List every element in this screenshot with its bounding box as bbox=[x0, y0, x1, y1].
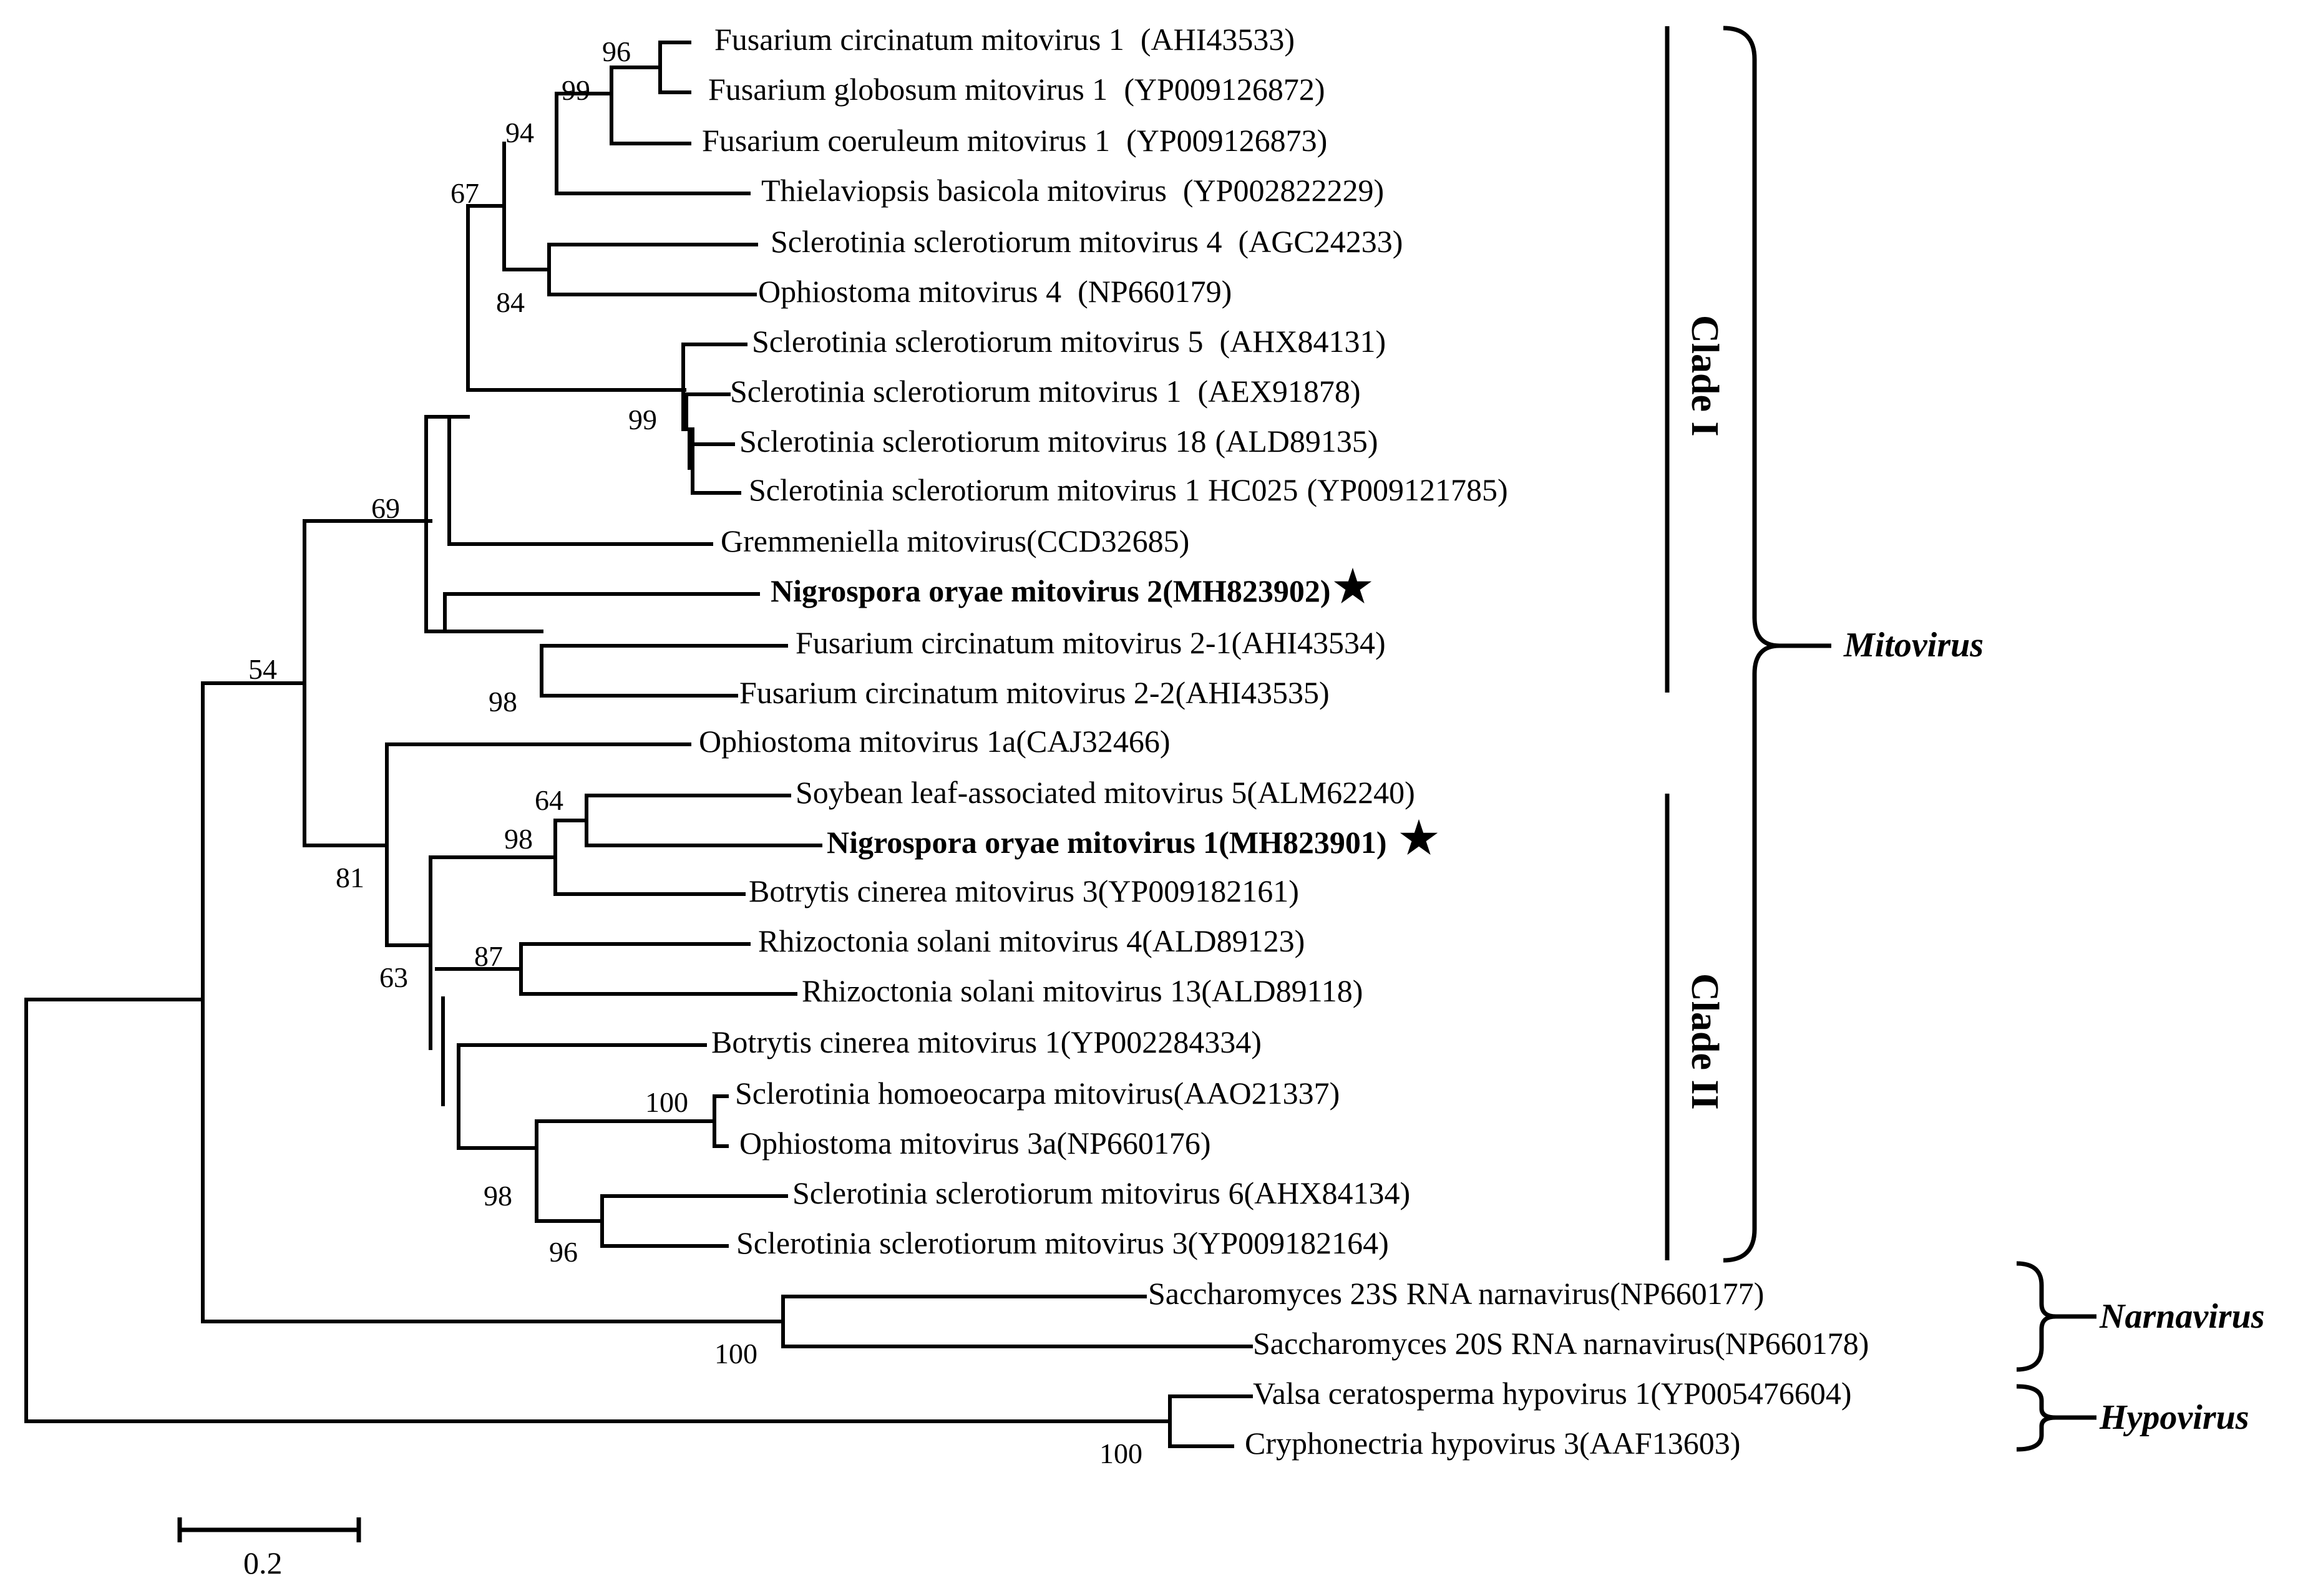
leaf-rsm13: Rhizoctonia solani mitovirus 13(ALD89118… bbox=[802, 973, 1363, 1008]
bootstrap-value: 96 bbox=[602, 36, 631, 67]
leaf-bcm1: Botrytis cinerea mitovirus 1(YP002284334… bbox=[711, 1024, 1262, 1059]
bootstrap-value: 98 bbox=[489, 686, 517, 718]
bootstrap-value: 64 bbox=[535, 784, 563, 816]
leaf-bcm3: Botrytis cinerea mitovirus 3(YP009182161… bbox=[749, 873, 1299, 908]
scale-bar-label: 0.2 bbox=[243, 1545, 283, 1580]
narnavirus-label: Narnavirus bbox=[2099, 1297, 2265, 1336]
bootstrap-value: 84 bbox=[496, 286, 525, 318]
branch-nom2 bbox=[443, 592, 760, 633]
branch-narna bbox=[781, 1295, 1253, 1348]
branch-ssm6-ssm3 bbox=[535, 1119, 788, 1248]
branch-fcm2 bbox=[540, 644, 788, 698]
scale-bar: 0.2 bbox=[177, 1517, 361, 1580]
star-icon: ★ bbox=[1400, 815, 1439, 863]
branch-shm-om3a bbox=[535, 1094, 729, 1148]
branch-ssm18-hc bbox=[683, 427, 741, 495]
bootstrap-value: 94 bbox=[505, 117, 534, 148]
leaf-labels: Fusarium circinatum mitovirus 1 (AHI43533… bbox=[699, 22, 1869, 1461]
branch-ssm5 bbox=[681, 343, 747, 431]
leaf-ssm1hc: Sclerotinia sclerotiorum mitovirus 1 HC0… bbox=[749, 472, 1508, 507]
mitovirus-brace bbox=[1723, 26, 1831, 1263]
leaf-shm: Sclerotinia homoeocarpa mitovirus(AAO213… bbox=[735, 1076, 1340, 1111]
branch-tbm bbox=[555, 92, 751, 195]
branch-rsm bbox=[435, 942, 797, 996]
branch-n69 bbox=[303, 415, 447, 633]
branch-n81 bbox=[303, 519, 389, 847]
leaf-slam5: Soybean leaf-associated mitovirus 5(ALM6… bbox=[796, 775, 1415, 810]
leaf-vch1: Valsa ceratosperma hypovirus 1(YP0054766… bbox=[1253, 1376, 1852, 1411]
bootstrap-value: 98 bbox=[484, 1180, 512, 1212]
leaf-s23s: Saccharomyces 23S RNA narnavirus(NP66017… bbox=[1148, 1276, 1764, 1311]
branch-n54 bbox=[201, 681, 785, 1323]
leaf-ssm4: Sclerotinia sclerotiorum mitovirus 4 (AGC… bbox=[771, 224, 1403, 259]
scale-bar-line bbox=[177, 1517, 361, 1542]
bootstrap-value: 100 bbox=[1099, 1438, 1142, 1469]
leaf-ssm18: Sclerotinia sclerotiorum mitovirus 18 (AL… bbox=[739, 424, 1378, 459]
branch-n63 bbox=[385, 855, 557, 1106]
hypovirus-label: Hypovirus bbox=[2099, 1398, 2249, 1437]
bootstrap-value: 67 bbox=[450, 177, 479, 209]
bootstrap-values: 96 99 94 67 84 99 69 98 54 64 98 81 87 6… bbox=[248, 36, 1142, 1469]
bootstrap-value: 100 bbox=[714, 1338, 757, 1370]
branch-n67-n99 bbox=[466, 204, 686, 392]
bootstrap-value: 87 bbox=[474, 940, 503, 972]
bootstrap-value: 100 bbox=[645, 1086, 688, 1118]
bootstrap-value: 99 bbox=[628, 404, 657, 435]
leaf-ch3: Cryphonectria hypovirus 3(AAF13603) bbox=[1245, 1426, 1740, 1461]
branch-bcm1 bbox=[457, 1043, 707, 1150]
leaf-fgm1: Fusarium globosum mitovirus 1 (YP00912687… bbox=[708, 72, 1325, 107]
leaf-fcom1: Fusarium coeruleum mitovirus 1 (YP0091268… bbox=[702, 123, 1327, 158]
leaf-ssm5: Sclerotinia sclerotiorum mitovirus 5 (AHX… bbox=[752, 324, 1386, 359]
bootstrap-value: 96 bbox=[549, 1236, 578, 1268]
leaf-fcm21: Fusarium circinatum mitovirus 2-1(AHI435… bbox=[796, 625, 1386, 660]
clade2-label: Clade II bbox=[1683, 973, 1726, 1110]
leaf-ssm1: Sclerotinia sclerotiorum mitovirus 1 (AEX… bbox=[730, 374, 1361, 409]
leaf-nom1: Nigrospora oryae mitovirus 1(MH823901) ★ bbox=[827, 815, 1438, 863]
mitovirus-label: Mitovirus bbox=[1843, 626, 1984, 664]
leaf-fcm1: Fusarium circinatum mitovirus 1 (AHI43533… bbox=[714, 22, 1295, 57]
leaf-tbm: Thielaviopsis basicola mitovirus (YP00282… bbox=[761, 173, 1384, 208]
branch-fcm1 bbox=[610, 41, 691, 145]
bootstrap-value: 99 bbox=[562, 74, 590, 106]
star-icon: ★ bbox=[1333, 563, 1373, 611]
leaf-om1a: Ophiostoma mitovirus 1a(CAJ32466) bbox=[699, 724, 1171, 759]
leaf-fcm22: Fusarium circinatum mitovirus 2-2(AHI435… bbox=[739, 675, 1330, 710]
clade1-label: Clade I bbox=[1683, 315, 1726, 437]
leaf-s20s: Saccharomyces 20S RNA narnavirus(NP66017… bbox=[1253, 1326, 1869, 1361]
branch-ssm4-om4 bbox=[502, 243, 758, 296]
bootstrap-value: 63 bbox=[379, 961, 408, 993]
leaf-ssm3: Sclerotinia sclerotiorum mitovirus 3(YP0… bbox=[736, 1225, 1389, 1260]
branch-root bbox=[24, 998, 1172, 1423]
leaf-ssm6: Sclerotinia sclerotiorum mitovirus 6(AHX… bbox=[792, 1175, 1410, 1210]
narnavirus-brace bbox=[2016, 1261, 2096, 1372]
bootstrap-value: 54 bbox=[248, 653, 277, 685]
leaf-om3a: Ophiostoma mitovirus 3a(NP660176) bbox=[739, 1126, 1211, 1161]
branch-gm bbox=[424, 415, 713, 546]
branch-hypo bbox=[1168, 1394, 1253, 1448]
leaf-rsm4: Rhizoctonia solani mitovirus 4(ALD89123) bbox=[758, 923, 1305, 958]
branch-n94-n84 bbox=[466, 142, 506, 271]
bootstrap-value: 69 bbox=[371, 492, 400, 524]
bootstrap-value: 98 bbox=[504, 823, 533, 855]
hypovirus-brace bbox=[2016, 1384, 2096, 1452]
tree-branches bbox=[24, 41, 1253, 1448]
leaf-nom2: Nigrospora oryae mitovirus 2(MH823902)★ bbox=[771, 563, 1372, 611]
bootstrap-value: 81 bbox=[336, 862, 364, 893]
leaf-om4: Ophiostoma mitovirus 4 (NP660179) bbox=[758, 274, 1232, 309]
branch-slam5-nom1 bbox=[553, 794, 822, 896]
group-brackets: Clade I Clade II Mitovirus Narnavirus Hy… bbox=[1665, 26, 2265, 1452]
leaf-gm: Gremmeniella mitovirus(CCD32685) bbox=[721, 523, 1189, 558]
